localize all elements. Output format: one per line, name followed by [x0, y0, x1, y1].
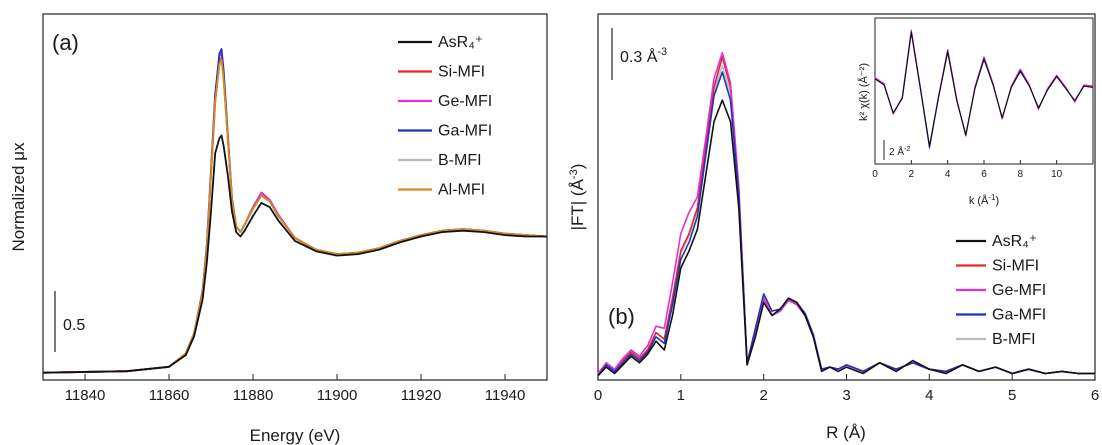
- panel-a-x-tick-label: 11840: [65, 387, 106, 404]
- panel-b-legend-label-ga-mfi: Ga-MFI: [992, 307, 1046, 324]
- panel-a-x-label: Energy (eV): [250, 426, 341, 445]
- panel-b-legend-label-ge-mfi: Ge-MFI: [992, 282, 1046, 299]
- panel-a-x-tick-label: 11900: [317, 387, 358, 404]
- inset-x-tick-label: 0: [872, 169, 878, 180]
- panel-a-x-tick-label: 11860: [149, 387, 190, 404]
- panel-a-legend-label-ge-mfi: Ge-MFI: [438, 93, 492, 110]
- panel-a-x-tick-label: 11920: [401, 387, 442, 404]
- panel-b-x-tick-label: 0: [594, 387, 602, 404]
- panel-b-legend: AsR₄⁺ Si-MFI Ge-MFI Ga-MFI B-MFI: [956, 233, 1046, 348]
- panel-a: (a) 11840 11860 11880 11900 11920 11940 Energ…: [9, 14, 547, 445]
- inset-x-tick-label: 6: [981, 169, 987, 180]
- panel-a-legend-label-al-mfi: Al-MFI: [438, 182, 485, 199]
- panel-a-legend: AsR₄⁺ Si-MFI Ge-MFI Ga-MFI B-MFI Al-MFI: [398, 34, 492, 199]
- panel-a-x-tick-label: 11880: [233, 387, 274, 404]
- panel-b-x-ticks: 0 1 2 3 4 5 6: [594, 374, 1099, 404]
- panel-b-x-tick-label: 4: [925, 387, 933, 404]
- panel-a-legend-label-si-mfi: Si-MFI: [438, 64, 485, 81]
- panel-a-series-asr: [43, 136, 547, 373]
- inset-x-label: k (Å-1): [969, 193, 999, 207]
- inset-x-tick-label: 10: [1051, 169, 1063, 180]
- panel-b-legend-label-asr: AsR₄⁺: [992, 233, 1037, 250]
- inset-y-label: k² χ(k) (Å⁻²): [857, 63, 870, 121]
- panel-b-scale-label: 0.3 Å-3: [620, 46, 667, 66]
- panel-a-legend-label-ga-mfi: Ga-MFI: [438, 123, 492, 140]
- panel-a-legend-label-b-mfi: B-MFI: [438, 152, 482, 169]
- inset-x-tick-label: 8: [1018, 169, 1024, 180]
- panel-b-legend-label-si-mfi: Si-MFI: [992, 258, 1039, 275]
- panel-a-x-ticks: 11840 11860 11880 11900 11920 11940: [65, 374, 526, 404]
- panel-b-x-tick-label: 1: [677, 387, 685, 404]
- inset-frame: [875, 18, 1093, 164]
- panel-b-label: (b): [608, 304, 635, 329]
- inset-x-tick-label: 4: [945, 169, 951, 180]
- panel-b-x-tick-label: 5: [1008, 387, 1016, 404]
- panel-b-x-tick-label: 2: [759, 387, 767, 404]
- panel-a-label: (a): [52, 30, 79, 55]
- inset-x-tick-label: 2: [909, 169, 915, 180]
- panel-b-legend-label-b-mfi: B-MFI: [992, 331, 1036, 348]
- panel-a-y-label: Normalized μx: [9, 142, 28, 251]
- panel-b-x-tick-label: 6: [1091, 387, 1099, 404]
- panel-a-x-tick-label: 11940: [485, 387, 526, 404]
- panel-b-y-label: |FT| (Å-3): [568, 164, 587, 231]
- panel-b: (b) 0 1 2 3 4 5 6 R (Å) |FT| (Å-3) 0.3 Å-3 AsR…: [568, 14, 1099, 442]
- panel-a-scale-label: 0.5: [63, 317, 85, 334]
- panel-b-x-tick-label: 3: [842, 387, 850, 404]
- panel-b-inset: 0 2 4 6 8 10 k (Å-1) k² χ(k) (Å⁻²) 2 Å-2: [857, 18, 1093, 207]
- panel-b-x-label: R (Å): [826, 423, 866, 442]
- panel-a-legend-label-asr: AsR₄⁺: [438, 34, 483, 51]
